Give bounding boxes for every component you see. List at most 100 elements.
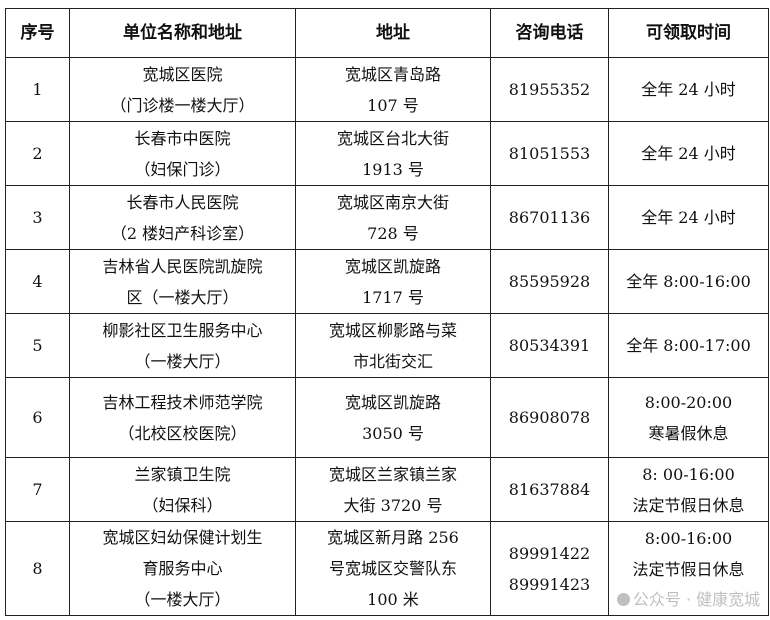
address-line: 宽城区青岛路 xyxy=(344,64,441,84)
address-line: 107 号 xyxy=(367,95,419,115)
name-line: 育服务中心 xyxy=(142,559,223,578)
time-line: 法定节假日休息 xyxy=(632,495,745,515)
address-line: 3050 号 xyxy=(362,423,424,443)
header-phone: 咨询电话 xyxy=(490,8,609,58)
time-line: 8: 00-16:00 xyxy=(642,464,735,484)
address-line: 市北街交汇 xyxy=(352,351,433,371)
address-line: 宽城区兰家镇兰家 xyxy=(328,464,457,484)
phone-line: 81637884 xyxy=(508,480,591,499)
name-line: 宽城区医院 xyxy=(142,64,223,84)
name-line: 兰家镇卫生院 xyxy=(134,464,231,484)
address-line: 728 号 xyxy=(367,223,419,243)
address-line: 1717 号 xyxy=(362,287,424,307)
cell-name: 宽城区妇幼保健计划生 育服务中心 （一楼大厅） xyxy=(69,521,296,616)
time-line: 全年 24 小时 xyxy=(641,80,736,99)
name-line: （一楼大厅） xyxy=(134,590,231,609)
table-row: 6 吉林工程技术师范学院 （北校区校医院） 宽城区凯旋路 3050 号 86908078 8… xyxy=(5,377,769,458)
phone-line: 86701136 xyxy=(508,208,591,227)
cell-phone: 86701136 xyxy=(490,185,609,250)
address-line: 大街 3720 号 xyxy=(343,495,443,515)
address-line: 宽城区台北大街 xyxy=(336,128,449,148)
clinic-table: 序号 单位名称和地址 地址 咨询电话 可领取时间 1 宽城区医院 （门诊楼一楼大厅）… xyxy=(5,8,769,616)
address-line: 宽城区柳影路与菜 xyxy=(328,320,457,340)
time-line: 8:00-20:00 xyxy=(644,392,733,412)
name-line: 区（一楼大厅） xyxy=(126,287,239,307)
cell-phone: 81051553 xyxy=(490,121,609,186)
cell-address: 宽城区凯旋路 1717 号 xyxy=(295,249,491,314)
cell-no: 7 xyxy=(5,457,70,522)
name-line: 宽城区妇幼保健计划生 xyxy=(102,528,263,547)
address-line: 100 米 xyxy=(367,590,419,609)
phone-line: 86908078 xyxy=(508,408,591,427)
header-name: 单位名称和地址 xyxy=(69,8,296,58)
cell-no: 8 xyxy=(5,521,70,616)
address-line: 宽城区新月路 256 xyxy=(327,528,459,547)
cell-time: 8:00-20:00 寒暑假休息 xyxy=(608,377,769,458)
cell-phone: 81955352 xyxy=(490,57,609,122)
cell-address: 宽城区柳影路与菜 市北街交汇 xyxy=(295,313,491,378)
phone-line: 85595928 xyxy=(508,272,591,291)
wechat-icon xyxy=(616,592,630,606)
name-line: （门诊楼一楼大厅） xyxy=(110,95,255,115)
header-address: 地址 xyxy=(295,8,491,58)
table-row: 7 兰家镇卫生院 （妇保科） 宽城区兰家镇兰家 大街 3720 号 81637884 8: … xyxy=(5,457,769,522)
phone-line: 89991422 xyxy=(508,543,591,563)
phone-line: 80534391 xyxy=(508,336,591,355)
cell-no: 4 xyxy=(5,249,70,314)
address-line: 1913 号 xyxy=(362,159,424,179)
table-row: 5 柳影社区卫生服务中心 （一楼大厅） 宽城区柳影路与菜 市北街交汇 80534391 全年… xyxy=(5,313,769,378)
phone-line: 89991423 xyxy=(508,574,591,594)
name-line: 长春市中医院 xyxy=(134,128,231,148)
cell-no: 2 xyxy=(5,121,70,186)
header-no: 序号 xyxy=(5,8,70,58)
cell-name: 宽城区医院 （门诊楼一楼大厅） xyxy=(69,57,296,122)
phone-line: 81051553 xyxy=(508,144,591,163)
cell-phone: 81637884 xyxy=(490,457,609,522)
name-line: 柳影社区卫生服务中心 xyxy=(102,320,263,340)
cell-time: 全年 8:00-16:00 xyxy=(608,249,769,314)
cell-phone: 85595928 xyxy=(490,249,609,314)
cell-time: 全年 8:00-17:00 xyxy=(608,313,769,378)
table-row: 1 宽城区医院 （门诊楼一楼大厅） 宽城区青岛路 107 号 81955352 全年 24 … xyxy=(5,57,769,122)
address-line: 宽城区南京大街 xyxy=(336,192,449,212)
name-line: （妇保门诊） xyxy=(134,159,231,179)
time-line: 全年 8:00-17:00 xyxy=(626,336,751,355)
cell-name: 长春市人民医院 （2 楼妇产科诊室） xyxy=(69,185,296,250)
table-row: 8 宽城区妇幼保健计划生 育服务中心 （一楼大厅） 宽城区新月路 256 号宽城区交警队东… xyxy=(5,521,769,616)
cell-phone: 89991422 89991423 xyxy=(490,521,609,616)
header-row: 序号 单位名称和地址 地址 咨询电话 可领取时间 xyxy=(5,8,769,58)
cell-name: 吉林省人民医院凯旋院 区（一楼大厅） xyxy=(69,249,296,314)
watermark: 公众号 · 健康宽城 xyxy=(611,585,766,615)
name-line: （北校区校医院） xyxy=(118,423,247,443)
cell-no: 5 xyxy=(5,313,70,378)
cell-time: 8: 00-16:00 法定节假日休息 xyxy=(608,457,769,522)
name-line: 吉林工程技术师范学院 xyxy=(102,392,263,412)
table-row: 2 长春市中医院 （妇保门诊） 宽城区台北大街 1913 号 81051553 全年 24 … xyxy=(5,121,769,186)
cell-address: 宽城区南京大街 728 号 xyxy=(295,185,491,250)
cell-phone: 86908078 xyxy=(490,377,609,458)
cell-address: 宽城区新月路 256 号宽城区交警队东 100 米 xyxy=(295,521,491,616)
watermark-text: 公众号 · 健康宽城 xyxy=(632,589,761,609)
name-line: 吉林省人民医院凯旋院 xyxy=(102,256,263,276)
table-row: 3 长春市人民医院 （2 楼妇产科诊室） 宽城区南京大街 728 号 86701136 全年… xyxy=(5,185,769,250)
cell-time: 全年 24 小时 xyxy=(608,121,769,186)
cell-phone: 80534391 xyxy=(490,313,609,378)
cell-name: 吉林工程技术师范学院 （北校区校医院） xyxy=(69,377,296,458)
cell-no: 6 xyxy=(5,377,70,458)
cell-time: 全年 24 小时 xyxy=(608,57,769,122)
cell-name: 柳影社区卫生服务中心 （一楼大厅） xyxy=(69,313,296,378)
cell-name: 兰家镇卫生院 （妇保科） xyxy=(69,457,296,522)
address-line: 号宽城区交警队东 xyxy=(328,559,457,578)
cell-no: 1 xyxy=(5,57,70,122)
name-line: （妇保科） xyxy=(142,495,223,515)
cell-address: 宽城区凯旋路 3050 号 xyxy=(295,377,491,458)
address-line: 宽城区凯旋路 xyxy=(344,256,441,276)
time-line: 全年 24 小时 xyxy=(641,144,736,163)
time-line: 全年 8:00-16:00 xyxy=(626,272,751,291)
cell-time: 全年 24 小时 xyxy=(608,185,769,250)
cell-address: 宽城区青岛路 107 号 xyxy=(295,57,491,122)
address-line: 宽城区凯旋路 xyxy=(344,392,441,412)
cell-name: 长春市中医院 （妇保门诊） xyxy=(69,121,296,186)
table-row: 4 吉林省人民医院凯旋院 区（一楼大厅） 宽城区凯旋路 1717 号 85595928 全年… xyxy=(5,249,769,314)
header-time: 可领取时间 xyxy=(608,8,769,58)
